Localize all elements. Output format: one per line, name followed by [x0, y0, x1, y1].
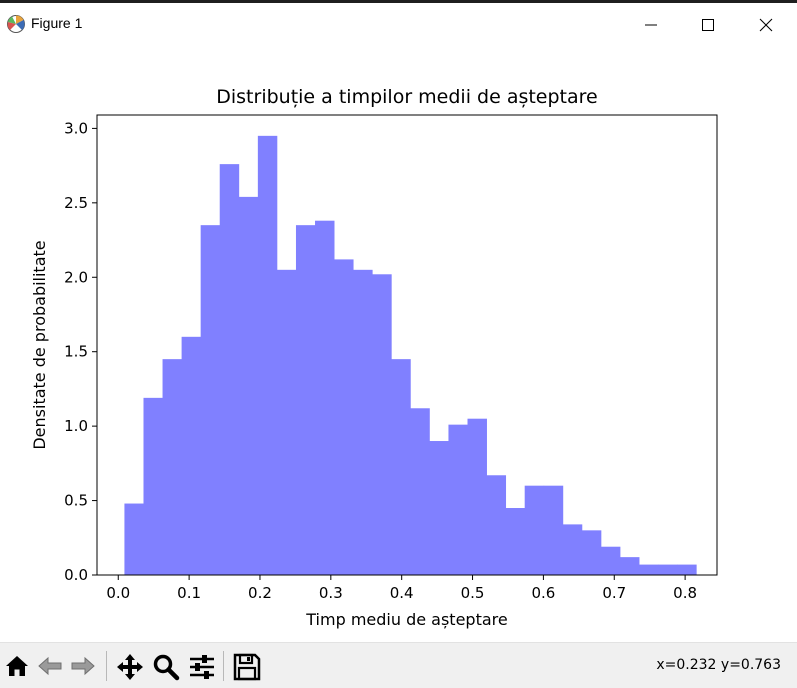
x-tick-label: 0.5 [461, 584, 485, 602]
maximize-icon [702, 19, 714, 31]
chart-title: Distribuție a timpilor medii de așteptar… [216, 86, 597, 108]
histogram-bar [467, 418, 487, 575]
histogram-bar [276, 269, 297, 575]
histogram-bar [448, 424, 468, 575]
cursor-coordinates: x=0.232 y=0.763 [656, 657, 781, 673]
histogram-bar [143, 397, 163, 575]
histogram-bar [543, 485, 564, 575]
histogram-bars [124, 135, 697, 576]
x-axis-label: Timp mediu de așteptare [305, 610, 507, 629]
histogram-bar [639, 564, 659, 575]
histogram-bar [658, 564, 678, 575]
matplotlib-logo-icon [7, 15, 25, 33]
histogram-bar [315, 220, 335, 575]
histogram-bar [600, 546, 621, 575]
y-axis-label: Densitate de probabilitate [30, 240, 49, 449]
x-axis-ticks: 0.0 0.1 0.2 0.3 0.4 0.5 0.6 0.7 0.8 [106, 575, 697, 602]
pan-button[interactable] [114, 652, 144, 680]
y-tick-label: 2.0 [64, 268, 88, 286]
maximize-button[interactable] [685, 11, 731, 39]
histogram-bar [353, 269, 373, 575]
histogram-bar [486, 475, 507, 575]
histogram-bar [429, 441, 449, 575]
histogram-bar [391, 359, 411, 575]
save-icon [233, 653, 261, 681]
home-icon [6, 656, 28, 676]
histogram-bar [181, 336, 202, 575]
y-tick-label: 0.0 [64, 566, 88, 584]
histogram-bar [334, 259, 354, 575]
navigation-toolbar: x=0.232 y=0.763 [0, 642, 797, 688]
y-axis-ticks: 0.0 0.5 1.0 1.5 2.0 2.5 3.0 [64, 119, 97, 584]
minimize-icon [645, 24, 657, 26]
histogram-bar [162, 359, 183, 575]
close-icon [759, 18, 773, 32]
x-tick-label: 0.8 [673, 584, 697, 602]
save-button[interactable] [231, 652, 261, 681]
forward-button[interactable] [68, 652, 98, 680]
histogram-bar [505, 508, 526, 575]
x-tick-label: 0.0 [106, 584, 130, 602]
histogram-bar [200, 225, 221, 576]
x-tick-label: 0.3 [319, 584, 343, 602]
histogram-chart: 0.0 0.1 0.2 0.3 0.4 0.5 0.6 0.7 0.8 0.0 0.5 1.0 1.5… [30, 86, 718, 629]
y-tick-label: 2.5 [64, 194, 88, 212]
histogram-bar [257, 135, 278, 575]
configure-subplots-icon [190, 655, 214, 679]
window-titlebar: Figure 1 [0, 0, 797, 44]
x-tick-label: 0.6 [531, 584, 555, 602]
window-title: Figure 1 [31, 15, 83, 31]
x-tick-label: 0.4 [390, 584, 414, 602]
back-button[interactable] [35, 652, 65, 680]
histogram-bar [410, 408, 430, 575]
x-tick-label: 0.1 [177, 584, 201, 602]
y-tick-label: 1.0 [64, 417, 88, 435]
histogram-bar [619, 557, 640, 575]
histogram-bar [562, 524, 583, 575]
close-button[interactable] [743, 11, 789, 39]
y-tick-label: 3.0 [64, 119, 88, 137]
histogram-bar [219, 164, 240, 575]
y-tick-label: 1.5 [64, 343, 88, 361]
forward-arrow-icon [71, 656, 95, 676]
pan-icon [117, 654, 143, 680]
histogram-bar [238, 196, 259, 576]
histogram-bar [124, 503, 144, 575]
axes-frame [96, 114, 718, 576]
zoom-button[interactable] [150, 652, 180, 681]
toolbar-separator [223, 651, 224, 681]
histogram-bar [581, 530, 602, 575]
configure-subplots-button[interactable] [186, 652, 216, 680]
histogram-bar [677, 564, 697, 575]
x-tick-label: 0.7 [602, 584, 626, 602]
figure-canvas[interactable]: 0.0 0.1 0.2 0.3 0.4 0.5 0.6 0.7 0.8 0.0 0.5 1.0 1.5… [0, 44, 797, 642]
histogram-bar [372, 274, 392, 575]
minimize-button[interactable] [628, 11, 674, 39]
zoom-icon [153, 654, 180, 681]
y-tick-label: 0.5 [64, 492, 88, 510]
x-tick-label: 0.2 [248, 584, 272, 602]
histogram-bar [295, 225, 316, 576]
histogram-bar [524, 485, 545, 575]
toolbar-separator [106, 651, 107, 681]
back-arrow-icon [38, 656, 62, 676]
home-button[interactable] [2, 652, 32, 680]
